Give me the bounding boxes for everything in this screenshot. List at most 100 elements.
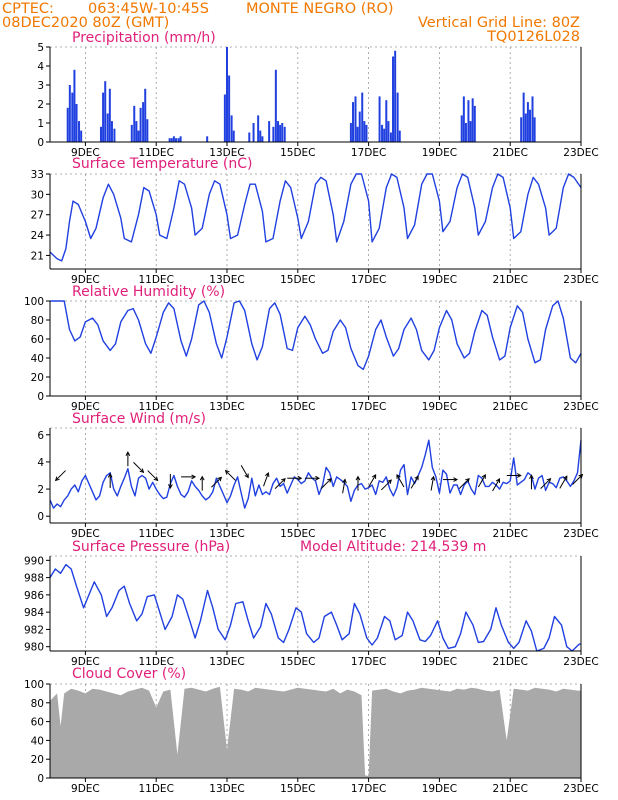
- precip-bar: [259, 130, 262, 142]
- precip-bar: [110, 121, 113, 142]
- precip-bar: [396, 92, 399, 142]
- wind-arrow-head: [168, 484, 173, 489]
- panel-humidity: Relative Humidity (%) 0 20 40 60 80 100 9DEC 11…: [24, 284, 599, 413]
- precip-bar: [104, 81, 107, 142]
- precip-xtick-label: 21DEC: [492, 147, 527, 159]
- cloud-ytick-label: 0: [37, 773, 44, 785]
- wind-xtick-label: 9DEC: [71, 528, 100, 540]
- precip-bar: [281, 123, 284, 142]
- pressure-title: Surface Pressure (hPa): [72, 539, 230, 555]
- rh-xtick-label: 21DEC: [492, 401, 527, 413]
- wind-arrow-shaft: [492, 478, 500, 492]
- pressure-ytick-label: 982: [24, 624, 44, 636]
- header: CPTEC: 063:45W-10:45S MONTE NEGRO (RO) 0…: [2, 1, 580, 45]
- wind-arrow-shaft: [240, 465, 249, 478]
- precip-ytick-label: 5: [37, 42, 44, 54]
- precip-bar: [365, 124, 368, 142]
- precip-xtick-label: 15DEC: [280, 147, 315, 159]
- wind-arrow-head: [578, 473, 584, 479]
- temp-xtick-label: 15DEC: [280, 274, 315, 286]
- wind-arrow-head: [387, 479, 392, 485]
- precip-bar: [469, 121, 472, 142]
- precip-bar: [135, 121, 138, 142]
- temp-ytick-label: 27: [31, 210, 44, 222]
- precip-xtick-label: 11DEC: [138, 147, 173, 159]
- precip-bar: [170, 138, 173, 142]
- cloud-ytick-label: 80: [31, 698, 44, 710]
- rh-ytick-label: 0: [37, 391, 44, 403]
- precip-bar: [261, 136, 264, 142]
- precip-bar: [130, 124, 133, 142]
- rh-ytick-label: 80: [31, 315, 44, 327]
- wind-arrow-head: [54, 476, 60, 482]
- temp-xtick-label: 13DEC: [209, 274, 244, 286]
- precip-bar: [520, 117, 523, 142]
- precip-bar: [78, 121, 81, 142]
- precip-bar: [66, 107, 69, 142]
- precip-bar: [276, 121, 279, 142]
- wind-arrow-shaft: [342, 479, 346, 494]
- wind-arrow-shaft: [410, 475, 419, 489]
- rh-xtick-label: 23DEC: [563, 401, 598, 413]
- precip-bar: [471, 98, 474, 142]
- temp-xtick-label: 21DEC: [492, 274, 527, 286]
- precip-bar: [381, 124, 384, 142]
- precip-xtick-label: 9DEC: [71, 147, 100, 159]
- wind-arrow-shaft: [225, 470, 236, 481]
- precip-bar: [226, 47, 228, 142]
- precip-bar: [108, 88, 111, 142]
- cloud-title: Cloud Cover (%): [72, 666, 186, 682]
- precip-bar: [387, 121, 390, 142]
- wind-arrow-shaft: [133, 462, 144, 473]
- temp-ytick-label: 21: [31, 250, 44, 262]
- cloud-xtick-label: 19DEC: [422, 783, 457, 795]
- pressure-ytick-label: 988: [24, 573, 44, 585]
- cloud-xtick-label: 17DEC: [351, 783, 386, 795]
- rh-xtick-label: 15DEC: [280, 401, 315, 413]
- cloud-plot: 0 20 40 60 80 100 9DEC 11DEC 13DEC 15DEC 17DEC 19DE…: [24, 679, 599, 795]
- wind-xtick-label: 21DEC: [492, 528, 527, 540]
- precip-bar: [230, 115, 233, 142]
- temp-ytick-label: 24: [31, 230, 45, 242]
- wind-ytick-label: 6: [37, 430, 44, 442]
- temp-line: [49, 173, 582, 262]
- precip-bar: [398, 130, 401, 142]
- wind-arrow-shaft: [396, 474, 405, 488]
- pressure-xtick-label: 19DEC: [422, 656, 457, 668]
- precip-xtick-label: 19DEC: [422, 147, 457, 159]
- cloud-xtick-label: 9DEC: [71, 783, 100, 795]
- rh-xtick-label: 19DEC: [422, 401, 457, 413]
- rh-ytick-label: 20: [31, 372, 44, 384]
- cloud-xtick-label: 11DEC: [138, 783, 173, 795]
- precip-ytick-label: 0: [37, 137, 44, 149]
- precip-bar: [168, 138, 171, 142]
- wind-plot: 0 2 4 6 9DEC 11DEC 13DEC 15DEC 17DEC 19DEC 21DEC 23…: [37, 427, 599, 540]
- precip-xtick-label: 23DEC: [563, 147, 598, 159]
- precip-bar: [137, 130, 140, 142]
- wind-arrow-head: [563, 475, 568, 481]
- pressure-xtick-label: 17DEC: [351, 656, 386, 668]
- precip-bar: [385, 100, 388, 142]
- pressure-xtick-label: 15DEC: [280, 656, 315, 668]
- temp-xtick-label: 19DEC: [422, 274, 457, 286]
- precip-bar: [268, 121, 271, 142]
- precip-bar: [113, 128, 116, 142]
- precip-bar: [80, 130, 83, 142]
- temp-plot: 21 24 27 30 33 9DEC 11DEC 13DEC 15DEC 17DEC 19DEC 2…: [31, 169, 599, 286]
- wind-arrow-head: [139, 468, 145, 474]
- precip-bar: [274, 69, 277, 142]
- temp-ytick-label: 30: [31, 189, 44, 201]
- temp-title: Surface Temperature (nC): [72, 156, 253, 172]
- panel-cloud-cover: Cloud Cover (%) 0 20 40 60 80 100 9DEC 11DEC 13D…: [24, 666, 599, 795]
- precip-bar: [467, 100, 470, 142]
- wind-arrow-head: [546, 477, 552, 483]
- precip-ytick-label: 1: [37, 118, 44, 130]
- precip-bar: [358, 111, 361, 142]
- wind-arrow-shaft: [55, 470, 66, 481]
- precip-bar: [142, 102, 145, 142]
- rh-line: [50, 300, 582, 371]
- precip-ytick-label: 2: [37, 99, 44, 111]
- wind-xtick-label: 17DEC: [351, 528, 386, 540]
- wind-arrow-head: [327, 477, 332, 483]
- wind-arrow-shaft: [540, 478, 551, 489]
